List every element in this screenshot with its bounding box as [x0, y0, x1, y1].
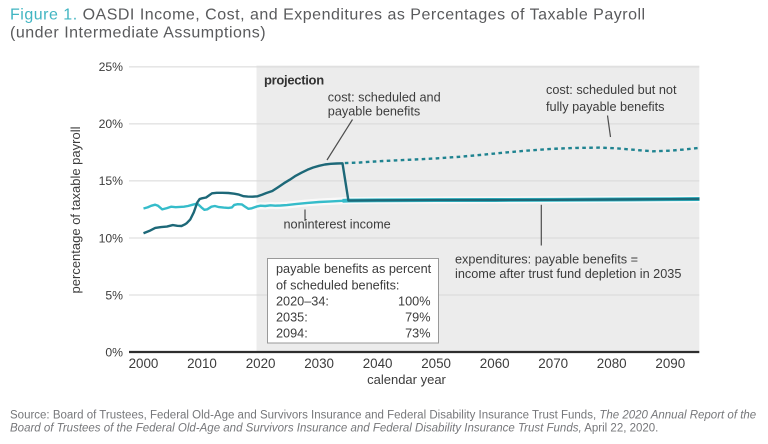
svg-text:expenditures: payable benefits: expenditures: payable benefits = — [455, 253, 638, 267]
svg-text:15%: 15% — [99, 174, 124, 188]
svg-text:percentage of taxable payroll: percentage of taxable payroll — [68, 126, 83, 293]
svg-text:0%: 0% — [105, 345, 123, 359]
svg-text:10%: 10% — [99, 231, 124, 245]
svg-text:2010: 2010 — [187, 356, 217, 371]
svg-text:Board of Trustees of the Feder: Board of Trustees of the Federal Old-Age… — [10, 423, 658, 435]
svg-text:of scheduled benefits:: of scheduled benefits: — [276, 278, 399, 292]
svg-text:2000: 2000 — [129, 356, 159, 371]
svg-text:payable benefits as percent: payable benefits as percent — [276, 262, 432, 276]
svg-text:2070: 2070 — [538, 356, 568, 371]
svg-text:payable benefits: payable benefits — [328, 105, 420, 119]
svg-text:2030: 2030 — [304, 356, 334, 371]
svg-text:2090: 2090 — [655, 356, 685, 371]
svg-text:20%: 20% — [99, 117, 124, 131]
svg-text:2040: 2040 — [363, 356, 393, 371]
svg-text:79%: 79% — [405, 311, 430, 325]
svg-text:(under Intermediate Assumption: (under Intermediate Assumptions) — [10, 25, 266, 42]
svg-text:calendar year: calendar year — [367, 372, 446, 387]
svg-text:73%: 73% — [405, 327, 430, 341]
svg-text:2050: 2050 — [421, 356, 451, 371]
svg-text:fully payable benefits: fully payable benefits — [546, 100, 665, 114]
svg-text:2035:: 2035: — [276, 311, 308, 325]
svg-text:cost: scheduled but not: cost: scheduled but not — [546, 83, 677, 97]
svg-text:income after trust fund deplet: income after trust fund depletion in 203… — [455, 267, 681, 281]
svg-text:25%: 25% — [99, 60, 124, 74]
svg-text:Source: Board of Trustees, Fed: Source: Board of Trustees, Federal Old-A… — [10, 410, 756, 422]
svg-text:2094:: 2094: — [276, 327, 308, 341]
svg-text:2020: 2020 — [246, 356, 276, 371]
svg-text:2020–34:: 2020–34: — [276, 294, 329, 308]
svg-text:2080: 2080 — [597, 356, 627, 371]
svg-text:projection: projection — [264, 72, 324, 87]
svg-text:100%: 100% — [398, 294, 430, 308]
svg-text:noninterest income: noninterest income — [284, 218, 391, 232]
svg-text:Figure 1. OASDI Income, Cost,: Figure 1. OASDI Income, Cost, and Expend… — [10, 7, 646, 24]
svg-text:5%: 5% — [105, 288, 123, 302]
svg-text:2060: 2060 — [480, 356, 510, 371]
svg-text:cost: scheduled and: cost: scheduled and — [328, 90, 441, 104]
